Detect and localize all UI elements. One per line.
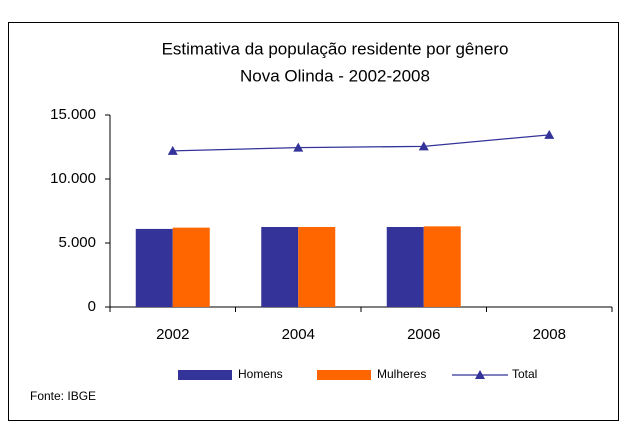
source-note: Fonte: IBGE bbox=[30, 389, 96, 403]
y-tick-label: 15.000 bbox=[50, 106, 96, 123]
bar bbox=[172, 227, 210, 307]
x-tick-label: 2002 bbox=[156, 326, 189, 343]
bar bbox=[386, 227, 424, 307]
legend-label: Total bbox=[512, 367, 537, 381]
bar bbox=[423, 226, 461, 307]
y-tick-label: 10.000 bbox=[50, 170, 96, 187]
bar bbox=[298, 227, 336, 307]
line-marker bbox=[167, 145, 178, 155]
legend-label: Homens bbox=[238, 367, 283, 381]
total-line bbox=[172, 134, 550, 152]
x-tick-label: 2004 bbox=[282, 326, 315, 343]
line-marker bbox=[293, 142, 304, 152]
y-tick-label: 5.000 bbox=[58, 234, 96, 251]
chart-subtitle: Nova Olinda - 2002-2008 bbox=[240, 66, 430, 85]
chart-title: Estimativa da população residente por gê… bbox=[162, 39, 509, 58]
bar bbox=[261, 227, 299, 307]
legend-swatch bbox=[178, 370, 232, 380]
line-marker bbox=[544, 129, 555, 139]
x-tick-label: 2006 bbox=[407, 326, 440, 343]
legend-marker bbox=[475, 370, 485, 379]
line-marker bbox=[418, 141, 429, 151]
bar bbox=[135, 228, 173, 307]
legend-swatch bbox=[317, 370, 371, 380]
legend-label: Mulheres bbox=[377, 367, 426, 381]
y-tick-label: 0 bbox=[88, 298, 96, 315]
x-tick-label: 2008 bbox=[533, 326, 566, 343]
